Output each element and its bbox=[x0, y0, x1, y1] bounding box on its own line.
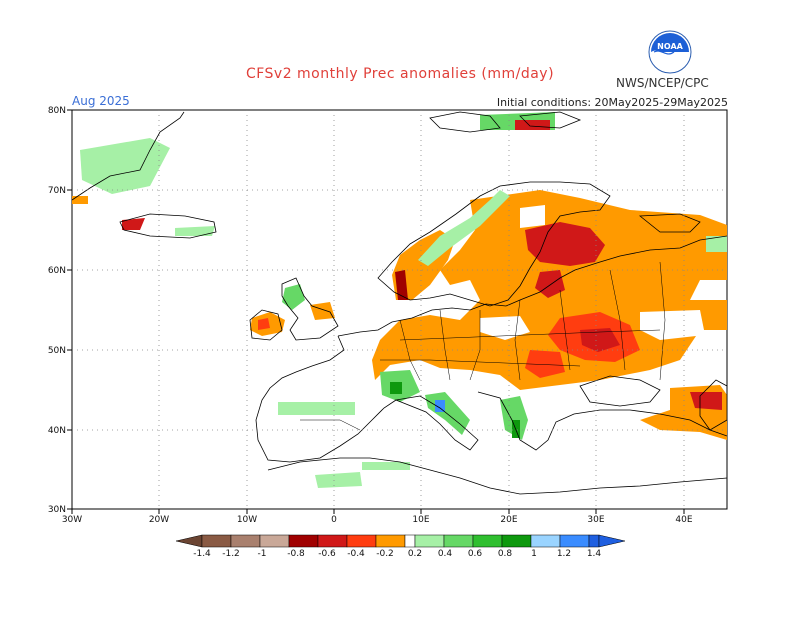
colorbar-label: -0.8 bbox=[287, 549, 305, 559]
colorbar-label: -1 bbox=[258, 549, 267, 559]
colorbar-label: 1.2 bbox=[557, 549, 571, 559]
colorbar bbox=[175, 534, 626, 548]
wet-iceland-south bbox=[175, 226, 215, 236]
lon-label-40e: 40E bbox=[675, 515, 692, 525]
country-borders bbox=[300, 261, 666, 431]
initial-conditions-label: Initial conditions: 20May2025-29May2025 bbox=[496, 96, 728, 109]
lon-label-20e: 20E bbox=[500, 515, 517, 525]
colorbar-label: -0.6 bbox=[318, 549, 336, 559]
lon-label-30e: 30E bbox=[587, 515, 604, 525]
colorbar-label: 0.8 bbox=[498, 549, 513, 559]
lon-label-0: 0 bbox=[331, 515, 337, 525]
wet-balkans bbox=[500, 396, 528, 440]
colorbar-label: 0.2 bbox=[408, 549, 422, 559]
very-dry-caucasus bbox=[690, 392, 722, 410]
lat-label-50n: 50N bbox=[48, 346, 66, 356]
wet-north-africa bbox=[362, 462, 410, 470]
colorbar-label: 1.4 bbox=[587, 549, 602, 559]
lat-label-80n: 80N bbox=[48, 106, 66, 116]
lon-label-30w: 30W bbox=[62, 515, 82, 525]
wet-greenland bbox=[80, 138, 170, 194]
valid-month-label: Aug 2025 bbox=[72, 94, 130, 108]
wet-scotland bbox=[282, 284, 305, 310]
colorbar-label: -1.4 bbox=[193, 549, 211, 559]
very-dry-ukraine bbox=[580, 328, 620, 352]
lat-labels: 80N 70N 60N 50N 40N 30N bbox=[48, 106, 66, 515]
colorbar-label: 0.6 bbox=[468, 549, 483, 559]
lon-labels: 30W 20W 10W 0 10E 20E 30E 40E bbox=[62, 515, 693, 525]
lat-label-30n: 30N bbox=[48, 505, 66, 515]
colorbar-label: -1.2 bbox=[222, 549, 240, 559]
very-dry-finland bbox=[525, 222, 605, 266]
logo-text: NOAA bbox=[657, 42, 683, 51]
graticule bbox=[72, 110, 727, 509]
agency-label: NWS/NCEP/CPC bbox=[616, 76, 709, 90]
dry-romania bbox=[525, 350, 565, 378]
very-dry-norway-west bbox=[395, 270, 408, 300]
lon-label-10e: 10E bbox=[412, 515, 429, 525]
very-dry-baltic bbox=[535, 270, 565, 298]
colorbar-high-arrow bbox=[598, 534, 626, 548]
anomaly-shading bbox=[72, 112, 727, 488]
map-title: CFSv2 monthly Prec anomalies (mm/day) bbox=[245, 66, 555, 82]
coastlines bbox=[71, 111, 728, 495]
lat-label-40n: 40N bbox=[48, 426, 66, 436]
wet-norway-coast bbox=[418, 190, 510, 266]
axis-ticks bbox=[67, 109, 685, 514]
colorbar-label: -0.4 bbox=[347, 549, 365, 559]
lon-label-10w: 10W bbox=[237, 515, 257, 525]
lon-label-20w: 20W bbox=[149, 515, 169, 525]
dry-iceland-west bbox=[122, 218, 145, 230]
lat-label-60n: 60N bbox=[48, 266, 66, 276]
colorbar-labels: -1.4 -1.2 -1 -0.8 -0.6 -0.4 -0.2 0.2 0.4… bbox=[193, 549, 601, 559]
lat-label-70n: 70N bbox=[48, 186, 66, 196]
noaa-logo: NOAA bbox=[648, 30, 692, 74]
colorbar-label: 1 bbox=[531, 549, 537, 559]
wet-iberia-north bbox=[278, 402, 355, 415]
colorbar-label: -0.2 bbox=[376, 549, 394, 559]
colorbar-label: 0.4 bbox=[438, 549, 453, 559]
colorbar-low-arrow bbox=[175, 534, 203, 548]
